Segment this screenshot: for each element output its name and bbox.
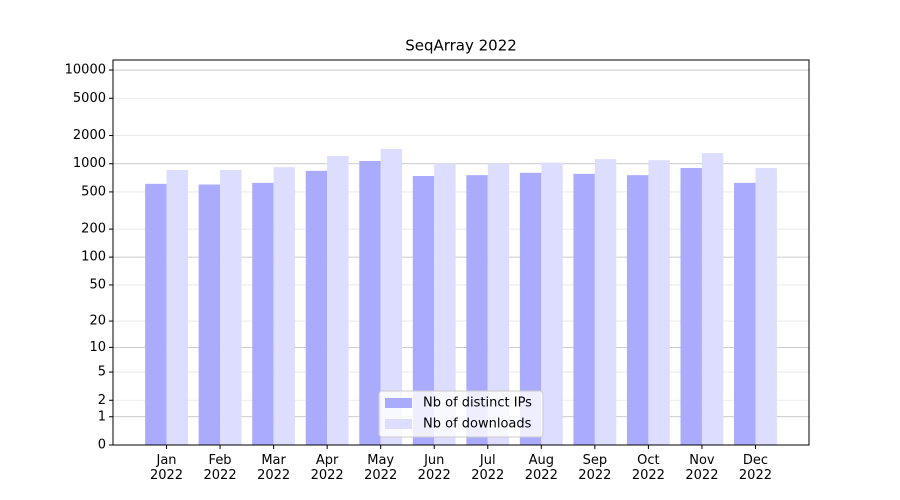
x-tick-label: Nov 2022 (685, 453, 719, 483)
bar (305, 170, 328, 445)
x-tick-label: Oct 2022 (631, 453, 665, 483)
bar (487, 163, 510, 445)
legend: Nb of distinct IPs Nb of downloads (378, 390, 544, 438)
bar (198, 184, 221, 445)
bar (755, 168, 777, 445)
x-tick-label: Jun 2022 (417, 453, 451, 483)
bar (327, 155, 349, 446)
bar (273, 167, 296, 445)
bar (359, 160, 381, 445)
x-tick-label: Jul 2022 (471, 453, 505, 483)
y-tick-label: 5 (98, 365, 106, 380)
bar (734, 182, 756, 445)
legend-box (378, 390, 544, 438)
y-tick-label: 500 (81, 184, 106, 199)
y-tick-label: 0 (98, 438, 106, 453)
x-tick-label: Aug 2022 (524, 453, 558, 483)
y-tick-label: 1 (98, 409, 106, 424)
legend-label: Nb of downloads (423, 417, 532, 432)
y-tick-label: 50 (89, 277, 106, 292)
x-tick-label: Mar 2022 (257, 453, 291, 483)
bar (594, 159, 617, 445)
y-tick-label: 20 (89, 314, 106, 329)
bar (466, 175, 488, 445)
y-tick-label: 2 (98, 393, 106, 408)
bar (220, 169, 242, 445)
bar (519, 172, 542, 446)
bar (412, 175, 435, 445)
chart-title: SeqArray 2022 (405, 37, 517, 55)
plot-frame (112, 59, 810, 446)
x-tick-label: May 2022 (364, 453, 398, 483)
y-tick-label: 10000 (65, 63, 106, 78)
bar (680, 168, 702, 445)
y-tick-label: 200 (81, 222, 106, 237)
bar (252, 182, 274, 445)
y-tick-label: 5000 (73, 91, 106, 106)
bar (541, 162, 563, 446)
bar (166, 169, 188, 445)
y-tick-label: 10 (89, 340, 106, 355)
bar (573, 173, 595, 445)
bar (648, 160, 670, 445)
y-tick-label: 1000 (73, 156, 106, 171)
bar (380, 148, 403, 445)
bar (434, 163, 456, 445)
y-tick-label: 100 (81, 250, 106, 265)
legend-swatch (385, 398, 412, 408)
y-tick-label: 2000 (73, 128, 106, 143)
x-tick-label: Apr 2022 (310, 453, 344, 483)
bar (701, 153, 724, 446)
x-tick-label: Feb 2022 (203, 453, 237, 483)
legend-swatch (385, 419, 412, 429)
x-tick-label: Dec 2022 (738, 453, 772, 483)
bar (626, 175, 649, 445)
x-tick-label: Sep 2022 (578, 453, 612, 483)
x-tick-label: Jan 2022 (149, 453, 184, 483)
bar (145, 183, 167, 445)
legend-label: Nb of distinct IPs (423, 396, 532, 411)
